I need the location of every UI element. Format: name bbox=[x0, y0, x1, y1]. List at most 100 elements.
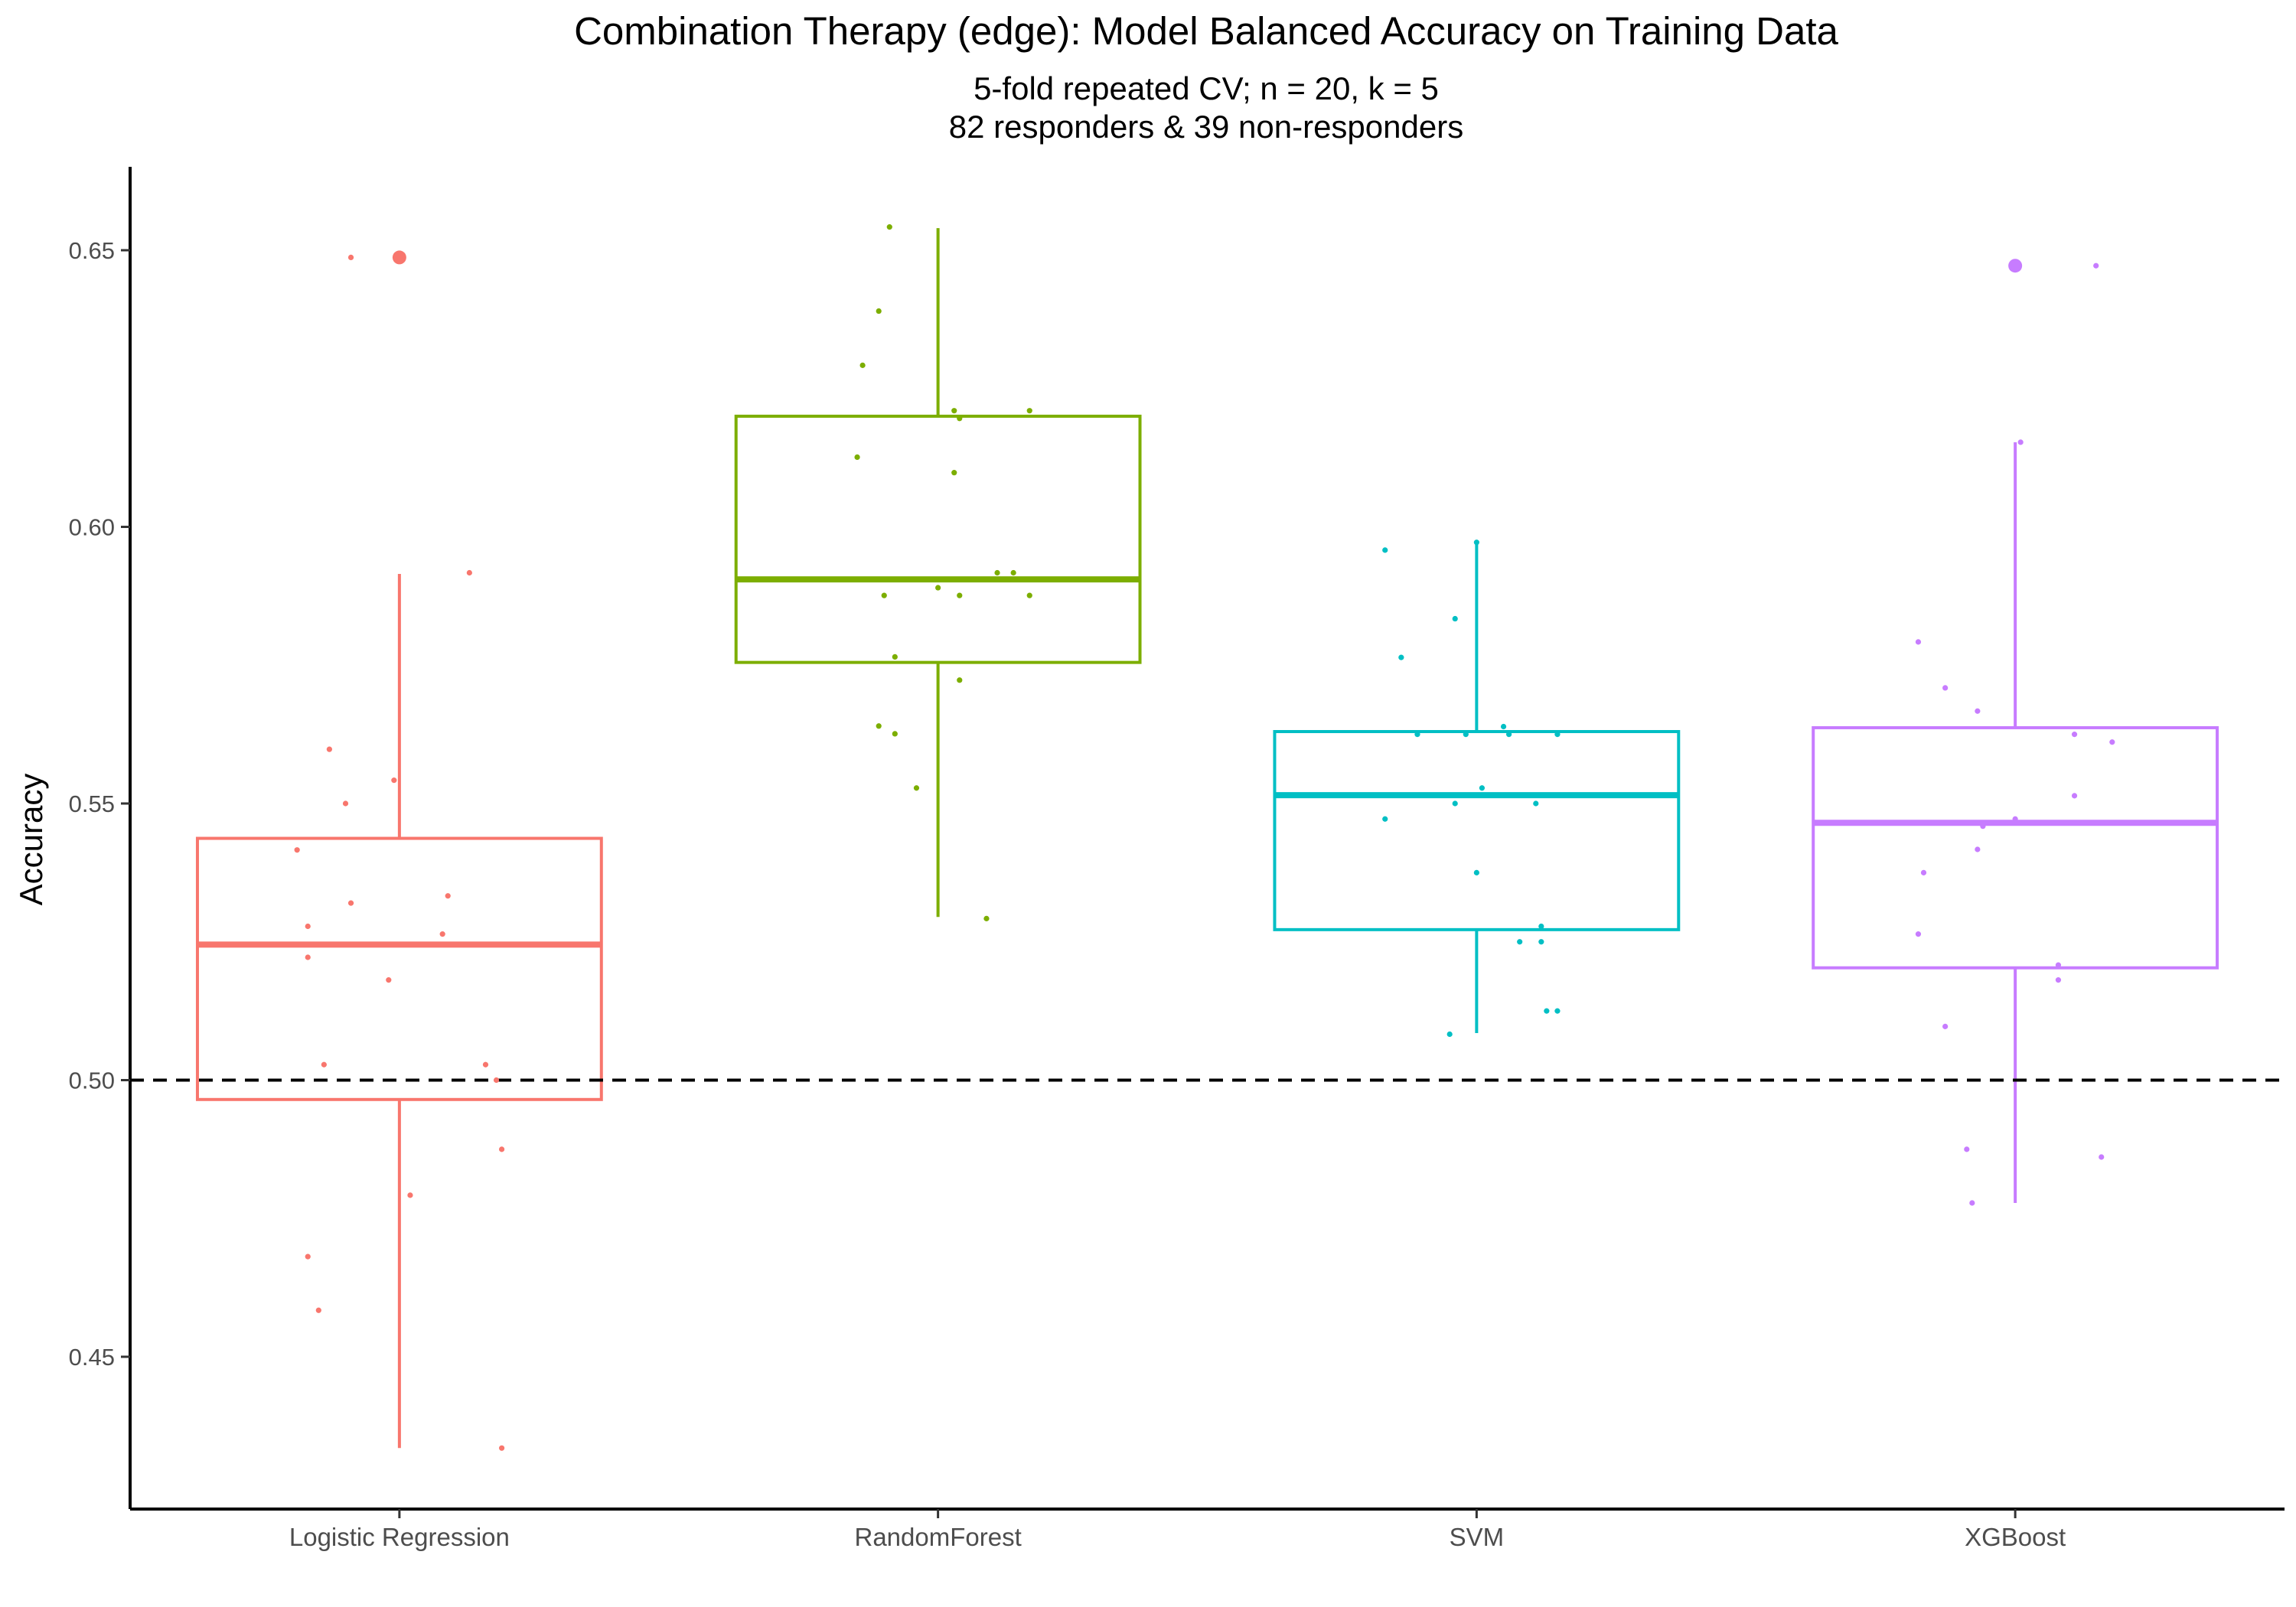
jitter-point bbox=[1500, 723, 1507, 730]
jitter-point bbox=[892, 654, 898, 660]
jitter-point bbox=[1554, 732, 1561, 738]
jitter-point bbox=[305, 954, 311, 960]
jitter-point bbox=[876, 308, 882, 315]
jitter-point bbox=[886, 224, 892, 230]
jitter-point bbox=[493, 1077, 500, 1084]
jitter-point bbox=[321, 1061, 327, 1068]
jitter-point bbox=[315, 1307, 321, 1313]
jitter-point bbox=[892, 731, 898, 737]
jitter-point bbox=[1975, 708, 1981, 714]
jitter-point bbox=[1452, 615, 1458, 622]
box-iqr bbox=[195, 836, 603, 1101]
jitter-point bbox=[386, 977, 392, 983]
jitter-point bbox=[1920, 869, 1927, 875]
jitter-point bbox=[498, 1445, 505, 1451]
chart-title: Combination Therapy (edge): Model Balanc… bbox=[574, 9, 1838, 53]
jitter-point bbox=[1473, 869, 1479, 875]
jitter-point bbox=[407, 1192, 413, 1198]
jitter-point bbox=[1010, 569, 1016, 576]
box-outlier-point bbox=[392, 250, 406, 265]
jitter-point bbox=[1517, 939, 1523, 945]
jitter-point bbox=[1942, 1023, 1949, 1029]
jitter-point bbox=[1026, 408, 1032, 414]
jitter-point bbox=[466, 569, 472, 576]
jitter-point bbox=[994, 569, 1000, 576]
jitter-point bbox=[347, 254, 354, 260]
jitter-point bbox=[2055, 962, 2062, 968]
chart-subtitle-line-2: 82 responders & 39 non-responders bbox=[949, 109, 1463, 145]
jitter-point bbox=[1533, 800, 1539, 807]
jitter-point bbox=[2099, 1154, 2105, 1160]
x-tick-label: Logistic Regression bbox=[289, 1523, 510, 1551]
jitter-point bbox=[859, 362, 866, 368]
jitter-point bbox=[913, 785, 920, 791]
box-iqr bbox=[734, 414, 1142, 664]
jitter-point bbox=[1538, 939, 1544, 945]
jitter-point bbox=[2055, 977, 2062, 983]
jitter-point bbox=[1479, 785, 1486, 791]
jitter-point bbox=[391, 777, 397, 784]
box-iqr bbox=[1273, 730, 1681, 931]
y-axis-label: Accuracy bbox=[13, 774, 49, 906]
jitter-point bbox=[854, 454, 860, 461]
jitter-point bbox=[1544, 1008, 1550, 1014]
y-tick-label: 0.60 bbox=[69, 514, 115, 541]
jitter-point bbox=[347, 900, 354, 906]
jitter-point bbox=[957, 592, 963, 598]
jitter-point bbox=[983, 915, 990, 921]
jitter-point bbox=[1463, 732, 1469, 738]
jitter-point bbox=[305, 923, 311, 930]
jitter-point bbox=[2093, 262, 2099, 269]
chart-subtitle-line-1: 5-fold repeated CV; n = 20, k = 5 bbox=[974, 70, 1439, 106]
jitter-point bbox=[1980, 823, 1986, 830]
jitter-point bbox=[1975, 846, 1981, 852]
jitter-point bbox=[1506, 732, 1512, 738]
jitter-point bbox=[1969, 1200, 1975, 1206]
jitter-point bbox=[876, 723, 882, 729]
x-tick-label: SVM bbox=[1450, 1523, 1505, 1551]
jitter-point bbox=[2071, 793, 2078, 799]
jitter-point bbox=[881, 592, 887, 598]
jitter-point bbox=[2012, 816, 2018, 822]
jitter-point bbox=[957, 677, 963, 683]
jitter-point bbox=[439, 931, 445, 937]
jitter-point bbox=[326, 746, 332, 752]
box-outlier-point bbox=[2008, 259, 2023, 273]
jitter-point bbox=[1414, 732, 1420, 738]
jitter-point bbox=[1452, 800, 1458, 807]
x-tick-label: XGBoost bbox=[1965, 1523, 2066, 1551]
jitter-point bbox=[1538, 923, 1544, 930]
jitter-point bbox=[1942, 685, 1949, 691]
plot-area: 0.45 0.50 0.55 0.60 0.65 Logistic Regression R… bbox=[69, 167, 2285, 1551]
jitter-point bbox=[1473, 539, 1479, 546]
jitter-point bbox=[1915, 639, 1922, 645]
jitter-point bbox=[2109, 739, 2115, 745]
y-tick-label: 0.45 bbox=[69, 1344, 115, 1371]
jitter-point bbox=[957, 416, 963, 422]
jitter-point bbox=[2017, 439, 2024, 445]
y-tick-label: 0.55 bbox=[69, 790, 115, 817]
jitter-point bbox=[2071, 732, 2078, 738]
jitter-point bbox=[951, 408, 957, 414]
jitter-point bbox=[294, 847, 300, 853]
jitter-point bbox=[498, 1146, 505, 1152]
jitter-point bbox=[482, 1061, 489, 1068]
y-tick-label: 0.50 bbox=[69, 1068, 115, 1094]
jitter-point bbox=[951, 470, 957, 476]
y-tick-label: 0.65 bbox=[69, 237, 115, 264]
jitter-point bbox=[1554, 1008, 1561, 1014]
jitter-point bbox=[1964, 1146, 1970, 1152]
jitter-point bbox=[1398, 654, 1404, 660]
jitter-point bbox=[1382, 816, 1388, 822]
jitter-point bbox=[342, 800, 349, 807]
box-iqr bbox=[1812, 725, 2219, 970]
jitter-point bbox=[1026, 592, 1032, 598]
jitter-point bbox=[305, 1253, 311, 1260]
jitter-point bbox=[1382, 547, 1388, 553]
jitter-point bbox=[1446, 1031, 1453, 1038]
jitter-point bbox=[445, 893, 451, 899]
jitter-point bbox=[935, 585, 941, 591]
x-tick-label: RandomForest bbox=[854, 1523, 1021, 1551]
jitter-point bbox=[1915, 931, 1922, 937]
